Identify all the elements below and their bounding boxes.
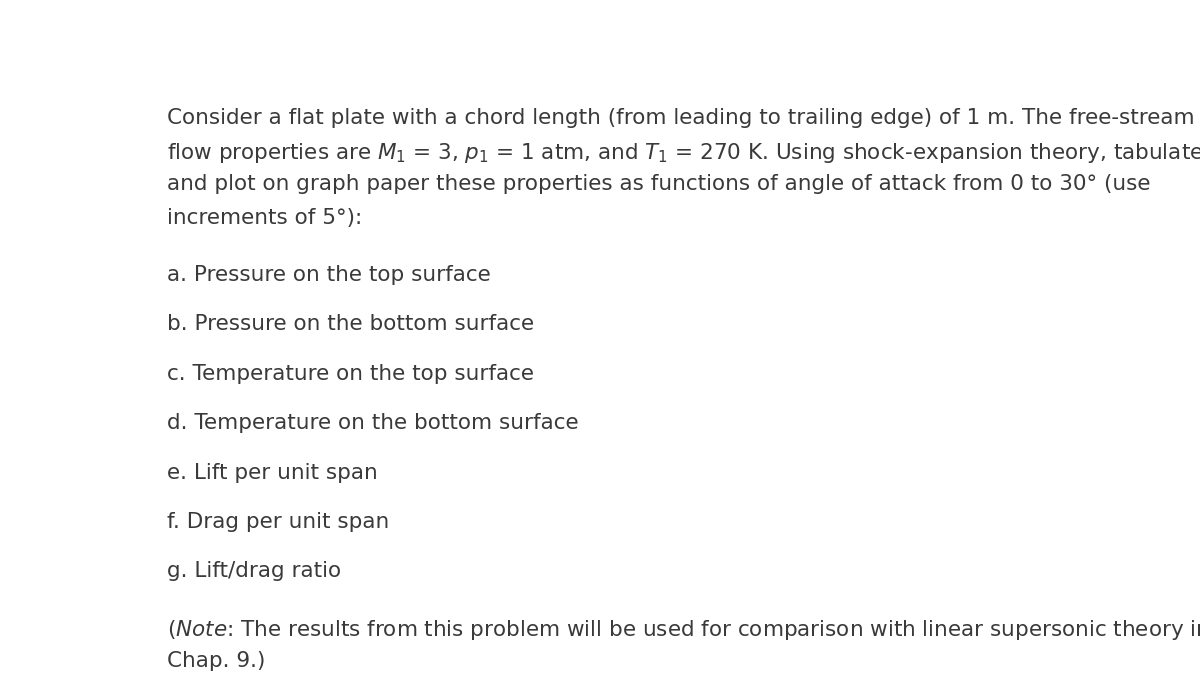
Text: a. Pressure on the top surface: a. Pressure on the top surface bbox=[167, 265, 491, 285]
Text: ($\it{Note}$: The results from this problem will be used for comparison with lin: ($\it{Note}$: The results from this prob… bbox=[167, 618, 1200, 642]
Text: Consider a flat plate with a chord length (from leading to trailing edge) of 1 m: Consider a flat plate with a chord lengt… bbox=[167, 108, 1194, 128]
Text: e. Lift per unit span: e. Lift per unit span bbox=[167, 463, 378, 482]
Text: Chap. 9.): Chap. 9.) bbox=[167, 651, 265, 671]
Text: flow properties are $M_1$ = 3, $p_1$ = 1 atm, and $T_1$ = 270 K. Using shock-exp: flow properties are $M_1$ = 3, $p_1$ = 1… bbox=[167, 141, 1200, 165]
Text: increments of 5°):: increments of 5°): bbox=[167, 208, 362, 228]
Text: b. Pressure on the bottom surface: b. Pressure on the bottom surface bbox=[167, 314, 534, 335]
Text: and plot on graph paper these properties as functions of angle of attack from 0 : and plot on graph paper these properties… bbox=[167, 174, 1151, 194]
Text: g. Lift/drag ratio: g. Lift/drag ratio bbox=[167, 561, 341, 581]
Text: f. Drag per unit span: f. Drag per unit span bbox=[167, 512, 389, 532]
Text: c. Temperature on the top surface: c. Temperature on the top surface bbox=[167, 364, 534, 384]
Text: d. Temperature on the bottom surface: d. Temperature on the bottom surface bbox=[167, 413, 578, 433]
